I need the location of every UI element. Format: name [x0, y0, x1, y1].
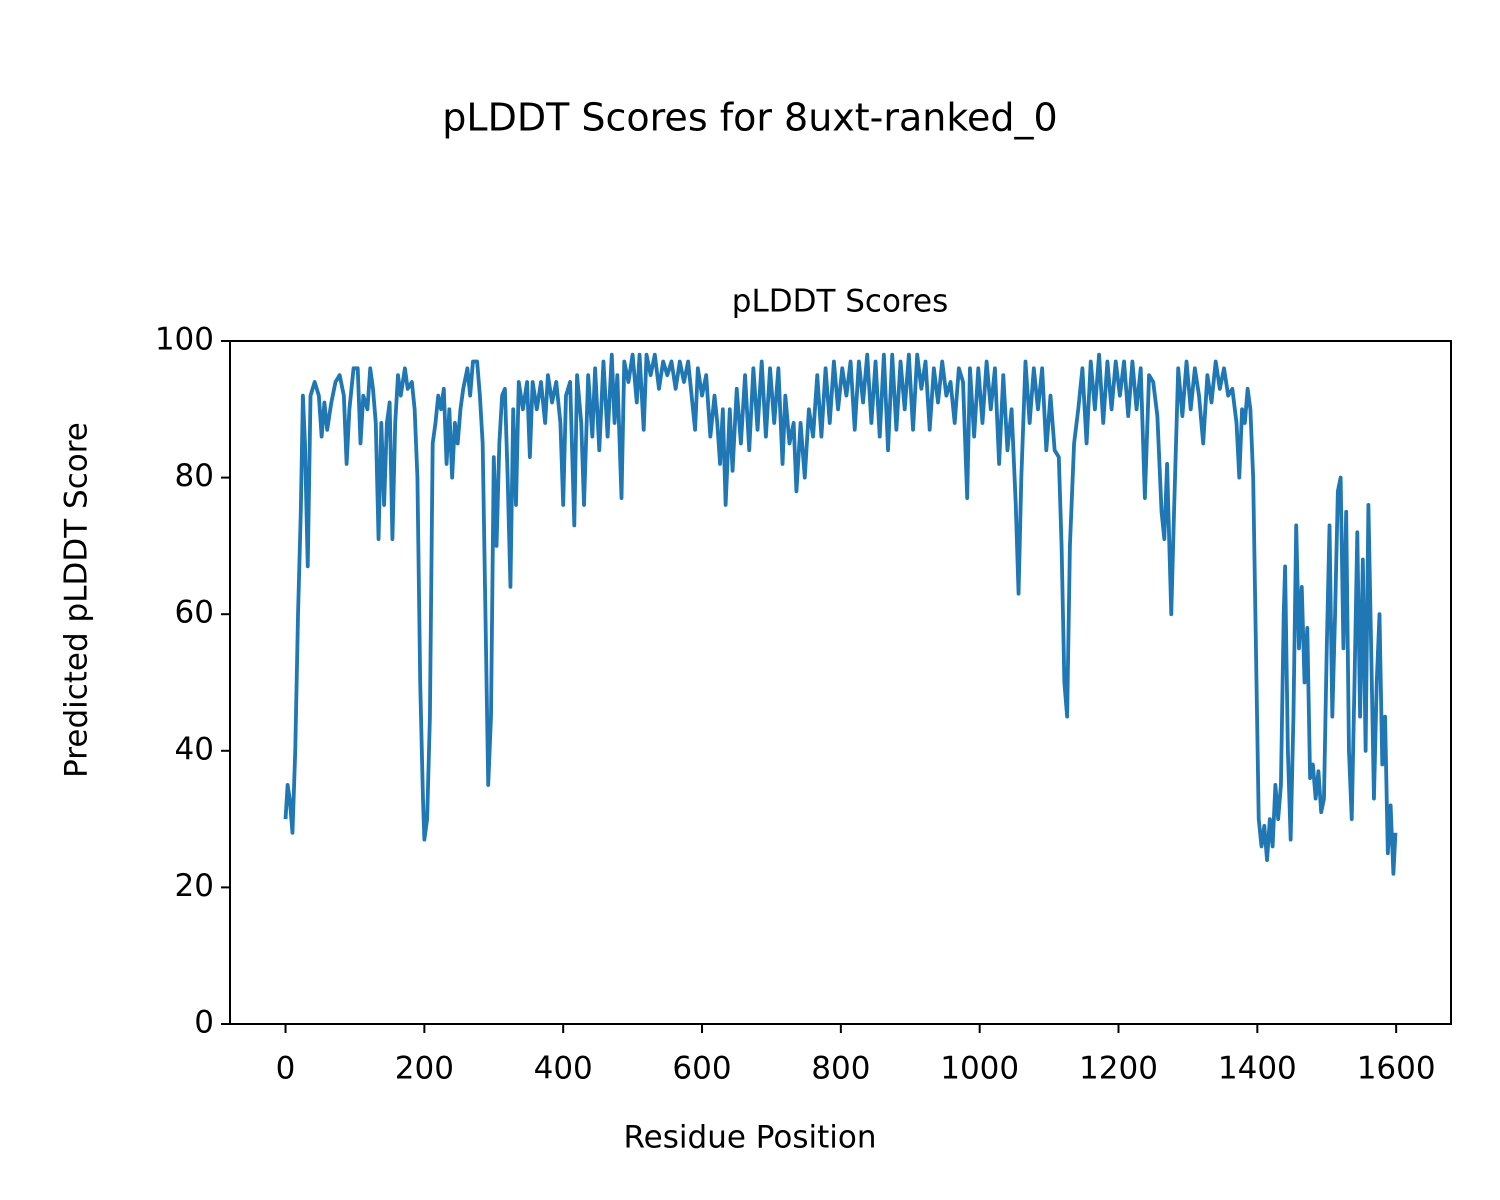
x-axis-label: Residue Position	[624, 1120, 877, 1156]
x-tick-label: 1000	[940, 1051, 1019, 1087]
y-tick-label: 40	[175, 731, 214, 767]
axes-title: pLDDT Scores	[732, 284, 948, 320]
x-tick-label: 800	[811, 1051, 870, 1087]
plot-frame	[229, 340, 1452, 1025]
y-axis-label: Predicted pLDDT Score	[59, 422, 95, 778]
line-series	[283, 352, 1398, 876]
x-tick-label: 1200	[1079, 1051, 1158, 1087]
y-tick-label: 0	[194, 1005, 214, 1041]
x-tick-label: 0	[276, 1051, 296, 1087]
y-tick-label: 100	[155, 322, 214, 358]
x-tick-label: 1400	[1218, 1051, 1297, 1087]
figure-title: pLDDT Scores for 8uxt-ranked_0	[442, 96, 1057, 140]
x-tick-label: 200	[395, 1051, 454, 1087]
y-tick-label: 60	[175, 595, 214, 631]
y-tick-label: 80	[175, 458, 214, 494]
x-tick-label: 1600	[1357, 1051, 1436, 1087]
y-tick-label: 20	[175, 868, 214, 904]
x-tick-label: 600	[672, 1051, 731, 1087]
x-tick-label: 400	[534, 1051, 593, 1087]
